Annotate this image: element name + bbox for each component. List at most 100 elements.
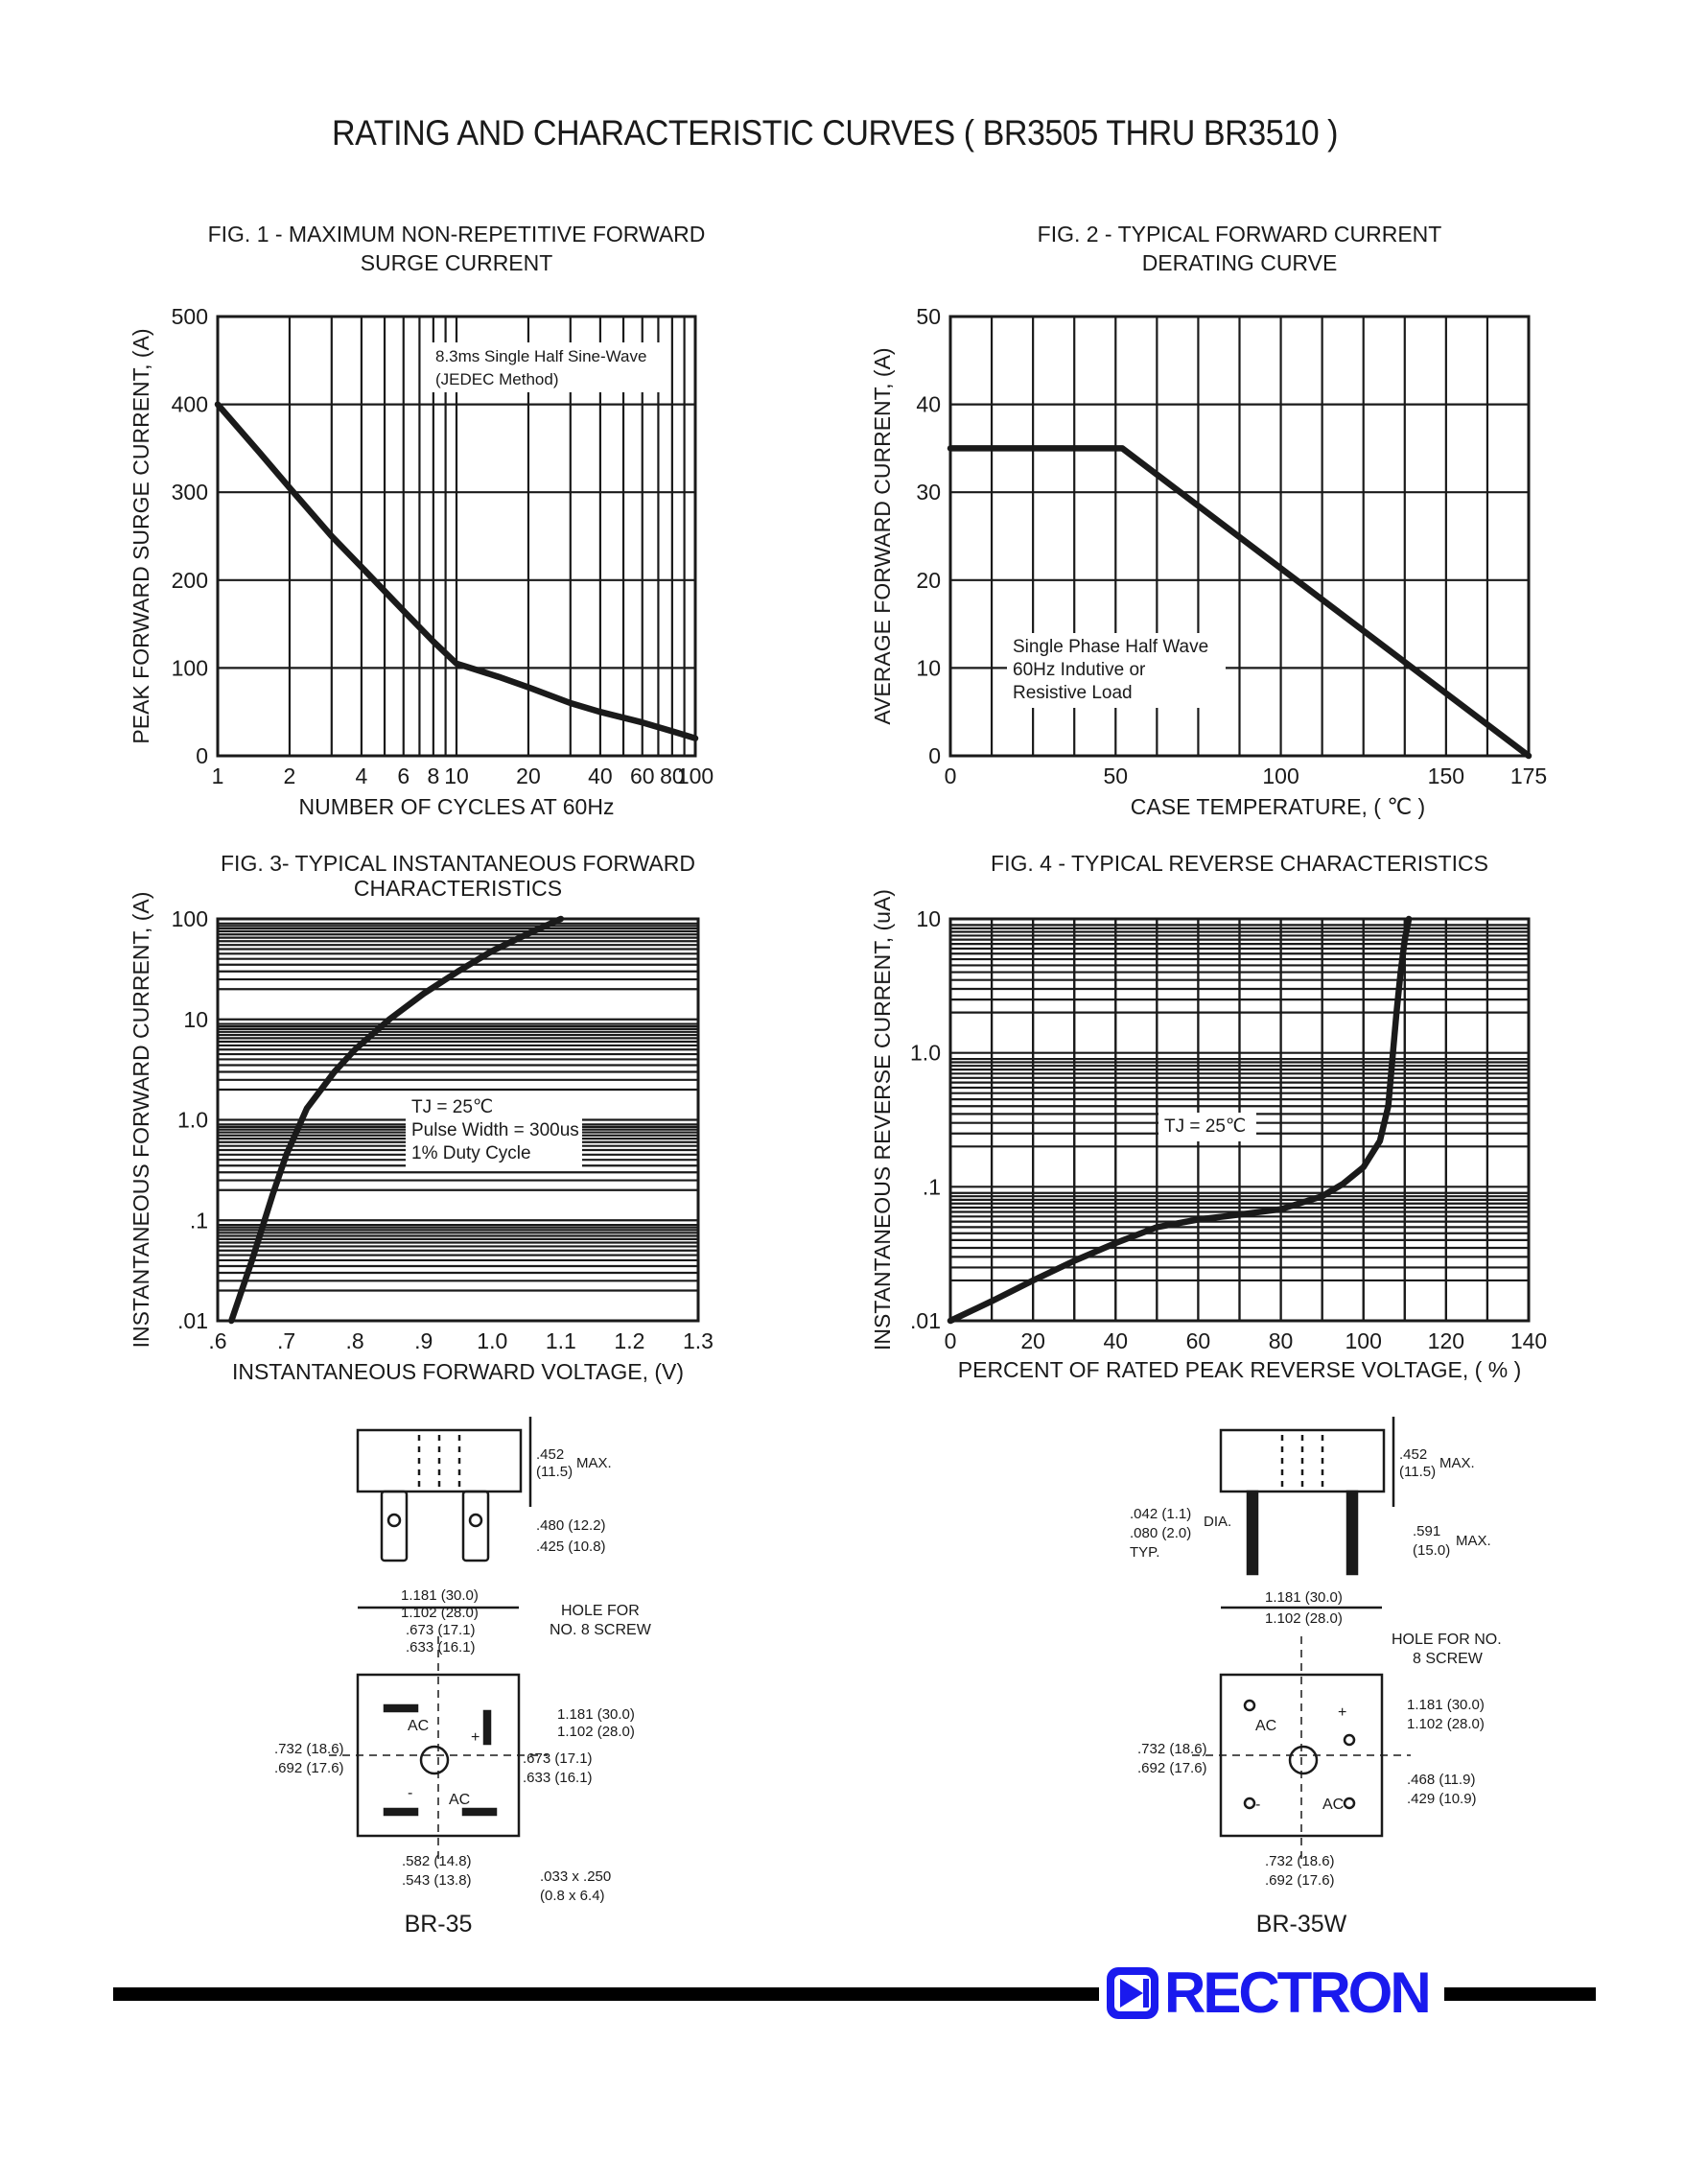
br35w-dim-label: 1.102 (28.0) xyxy=(1407,1716,1485,1732)
fig2-annotation-line: Resistive Load xyxy=(1013,683,1133,703)
fig1-y-axis-label: PEAK FORWARD SURGE CURRENT, (A) xyxy=(129,328,153,743)
fig3-xtick-label: .8 xyxy=(346,1328,364,1353)
fig2-ytick-label: 10 xyxy=(916,655,941,680)
fig3-chart: FIG. 3- TYPICAL INSTANTANEOUS FORWARDCHA… xyxy=(129,851,714,1384)
fig3-ytick-label: .01 xyxy=(177,1308,208,1333)
fig1-ytick-label: 300 xyxy=(172,480,208,505)
fig2-xtick-label: 100 xyxy=(1262,763,1299,788)
br35w-dim-label: (11.5) xyxy=(1399,1464,1436,1480)
fig2-ytick-label: 40 xyxy=(916,392,941,417)
fig1-chart: FIG. 1 - MAXIMUM NON-REPETITIVE FORWARD S… xyxy=(129,222,714,819)
fig3-xtick-label: 1.3 xyxy=(683,1328,714,1353)
br35-drawing xyxy=(329,1417,548,1865)
br35-dim-label: .673 (17.1) xyxy=(523,1750,593,1767)
br35-dim-label: 1.102 (28.0) xyxy=(401,1605,479,1621)
fig4-xtick-label: 80 xyxy=(1269,1328,1294,1353)
fig4-xtick-label: 0 xyxy=(945,1328,957,1353)
br35w-lead-dot xyxy=(1343,1733,1356,1747)
fig3-xtick-label: .7 xyxy=(277,1328,295,1353)
fig3-annotation-box xyxy=(406,1093,582,1170)
fig4-xtick-label: 60 xyxy=(1186,1328,1211,1353)
br35w-lead xyxy=(1345,1490,1359,1576)
br35w-dim-label: .692 (17.6) xyxy=(1265,1872,1335,1889)
fig4-annotation-line: TJ = 25℃ xyxy=(1164,1116,1246,1137)
fig1-xtick-label: 8 xyxy=(427,763,439,788)
fig2-chart: FIG. 2 - TYPICAL FORWARD CURRENT DERATING… xyxy=(870,222,1547,819)
fig3-title: FIG. 3- TYPICAL INSTANTANEOUS FORWARD xyxy=(221,851,695,876)
footer-rule-left xyxy=(113,1987,1099,2001)
br35-pad xyxy=(482,1709,492,1746)
fig1-ytick-label: 400 xyxy=(172,392,208,417)
br35w-dim-label: 8 SCREW xyxy=(1413,1651,1484,1667)
br35w-lead xyxy=(1246,1490,1259,1576)
brand-logo: RECTRON xyxy=(1105,1961,1432,2025)
fig4-xtick-label: 40 xyxy=(1103,1328,1128,1353)
fig3-x-axis-label: INSTANTANEOUS FORWARD VOLTAGE, (V) xyxy=(232,1359,684,1384)
br35-dim-label: AC xyxy=(449,1792,470,1808)
br35w-dim-label: + xyxy=(1338,1704,1346,1721)
fig3-frame xyxy=(216,917,700,1323)
fig4-xtick-label: 100 xyxy=(1345,1328,1382,1353)
fig1-xtick-label: 20 xyxy=(516,763,541,788)
br35w-dimension-labels: .452(11.5)MAX..042 (1.1).080 (2.0)DIA.TY… xyxy=(1130,1446,1502,1889)
fig3-annotation-line: Pulse Width = 300us xyxy=(411,1120,579,1140)
fig2-annotation-line: 60Hz Indutive or xyxy=(1013,660,1146,680)
fig2-ytick-label: 0 xyxy=(928,743,941,768)
br35w-package-label: BR-35W xyxy=(1256,1911,1347,1938)
page-title: RATING AND CHARACTERISTIC CURVES ( BR350… xyxy=(331,113,1339,153)
br35-dim-label: NO. 8 SCREW xyxy=(550,1622,652,1638)
fig2-xtick-label: 150 xyxy=(1428,763,1464,788)
fig4-title: FIG. 4 - TYPICAL REVERSE CHARACTERISTICS xyxy=(991,851,1488,876)
br35-dim-label: .732 (18.6) xyxy=(274,1741,344,1757)
fig1-annotation-line: 8.3ms Single Half Sine-Wave xyxy=(435,347,646,365)
br35-dim-label: .425 (10.8) xyxy=(536,1539,606,1555)
fig1-xtick-label: 10 xyxy=(444,763,469,788)
fig4-ytick-label: .1 xyxy=(923,1174,941,1199)
fig3-xtick-label: 1.0 xyxy=(477,1328,507,1353)
fig1-xtick-label: 60 xyxy=(630,763,655,788)
fig1-title: FIG. 1 - MAXIMUM NON-REPETITIVE FORWARD xyxy=(208,222,706,247)
fig4-series-line xyxy=(947,915,1413,1325)
fig1-ytick-label: 100 xyxy=(172,655,208,680)
br35-dim-label: .543 (13.8) xyxy=(402,1872,472,1889)
fig1-xtick-label: 80 xyxy=(660,763,685,788)
fig2-xtick-label: 175 xyxy=(1510,763,1547,788)
br35w-dim-label: DIA. xyxy=(1204,1514,1231,1530)
fig1-ytick-label: 0 xyxy=(196,743,208,768)
fig2-ytick-label: 20 xyxy=(916,568,941,593)
fig1-subtitle: SURGE CURRENT xyxy=(361,250,553,275)
br35w-side-body xyxy=(1219,1428,1386,1493)
fig1-xtick-label: 40 xyxy=(588,763,613,788)
fig1-xtick-label: 100 xyxy=(677,763,714,788)
fig3-xtick-label: .9 xyxy=(414,1328,433,1353)
fig1-annotation-box xyxy=(430,342,669,392)
fig1-annotation-line: (JEDEC Method) xyxy=(435,370,558,388)
br35-pad xyxy=(383,1703,419,1713)
br35w-dim-label: AC xyxy=(1322,1797,1344,1813)
fig2-series-line xyxy=(947,445,1533,760)
br35w-dim-label: .732 (18.6) xyxy=(1265,1853,1335,1869)
br35w-dim-label: .452 xyxy=(1399,1446,1427,1463)
br35-dim-label: MAX. xyxy=(576,1455,612,1471)
br35-dimension-labels: .452(11.5)MAX. .480 (12.2) .425 (10.8) 1.18… xyxy=(274,1446,652,1904)
br35-dim-label: (0.8 x 6.4) xyxy=(540,1888,605,1904)
br35-side-body xyxy=(356,1428,523,1493)
fig3-xtick-label: .6 xyxy=(208,1328,226,1353)
br35-dim-label: .692 (17.6) xyxy=(274,1760,344,1776)
br35w-dim-label: MAX. xyxy=(1456,1533,1491,1549)
fig4-ytick-label: 1.0 xyxy=(910,1041,941,1066)
fig1-x-axis-label: NUMBER OF CYCLES AT 60Hz xyxy=(299,794,615,819)
fig2-xtick-label: 50 xyxy=(1103,763,1128,788)
br35w-dim-label: .468 (11.9) xyxy=(1407,1772,1475,1788)
fig4-xtick-label: 120 xyxy=(1428,1328,1464,1353)
fig3-series-line xyxy=(228,915,565,1325)
fig1-series-line xyxy=(214,401,699,741)
fig4-annotation-box xyxy=(1158,1113,1256,1141)
br35w-dim-label: AC xyxy=(1255,1718,1276,1734)
br35-dim-label: .673 (17.1) xyxy=(406,1622,476,1638)
br35-dim-label: 1.181 (30.0) xyxy=(557,1706,635,1723)
br35-terminal xyxy=(380,1490,409,1562)
br35w-dim-label: 1.102 (28.0) xyxy=(1265,1610,1343,1627)
fig2-annotation-line: Single Phase Half Wave xyxy=(1013,637,1208,657)
brand-name: RECTRON xyxy=(1164,1961,1432,2025)
